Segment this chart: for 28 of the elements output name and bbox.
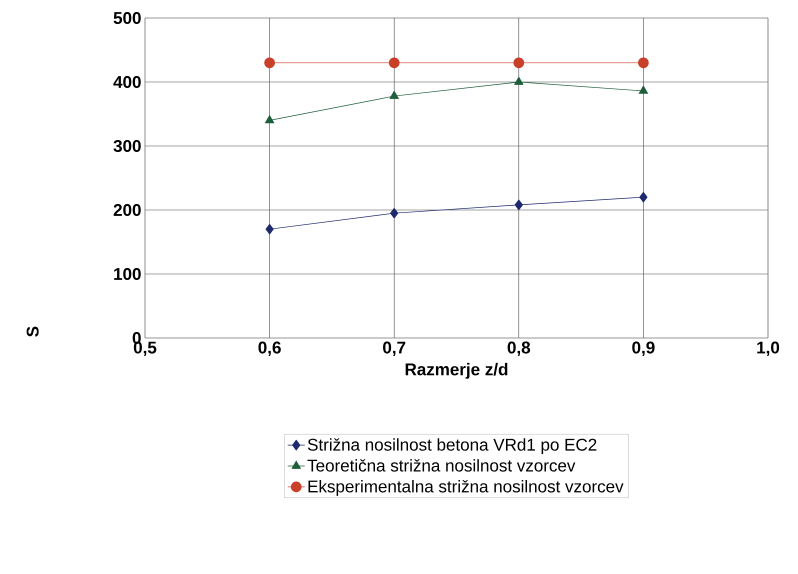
x-tick-label: 0,5: [134, 342, 156, 356]
legend-label: Strižna nosilnost betona VRd1 po EC2: [308, 438, 596, 454]
y-tick-label: 200: [114, 204, 141, 216]
y-tick-label: 100: [114, 268, 141, 280]
legend-label: Teoretična strižna nosilnost vzorcev: [308, 459, 576, 472]
y-tick-label: 500: [114, 12, 141, 24]
point: [390, 208, 398, 219]
x-tick-label: 1,0: [757, 342, 780, 356]
x-tick-label: 0,6: [258, 342, 281, 356]
point: [266, 224, 274, 235]
point: [638, 86, 648, 94]
point: [638, 57, 649, 68]
x-tick-label: 0,7: [383, 342, 406, 356]
point: [514, 200, 523, 210]
x-tick-label: 0,9: [632, 342, 655, 356]
point: [264, 57, 275, 68]
point: [514, 76, 524, 85]
y-tick-label: 300: [113, 140, 141, 152]
point: [639, 192, 648, 203]
point: [390, 90, 399, 99]
y-tick-label: 400: [113, 76, 141, 88]
point: [264, 115, 274, 124]
x-axis-title: Razmerje z/d: [406, 362, 508, 379]
point: [388, 57, 400, 68]
point: [513, 57, 524, 68]
legend-label: Eksperimentalna strižna nosilnost vzorcev: [308, 480, 624, 496]
y-axis-title: S: [26, 326, 39, 337]
x-tick-label: 0,8: [508, 342, 530, 356]
